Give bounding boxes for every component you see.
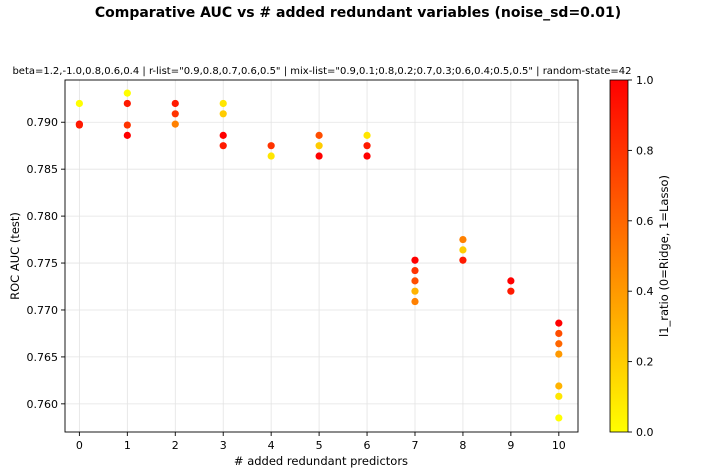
data-point [219,110,227,118]
data-point [555,329,563,338]
colorbar-tick-label: 1.0 [636,74,654,87]
data-point [75,121,83,129]
colorbar-tick-label: 0.4 [636,285,654,298]
data-point [171,99,179,108]
data-point [315,131,323,139]
x-axis: 0 1 2 3 4 5 6 7 8 9 10 [76,432,566,452]
data-point [315,142,323,150]
data-point [507,287,515,295]
colorbar-tick-label: 0.6 [636,215,654,228]
data-point [363,152,371,160]
x-tick-label: 0 [76,439,83,452]
y-tick-label: 0.765 [27,351,59,364]
y-tick-label: 0.775 [27,257,59,270]
y-axis-label: ROC AUC (test) [8,212,22,300]
data-point [75,99,83,108]
x-tick-label: 2 [172,439,179,452]
x-tick-label: 4 [268,439,275,452]
colorbar-tick-label: 0.2 [636,356,654,369]
data-point [411,297,419,306]
data-point [555,340,563,348]
data-point [555,414,563,422]
data-point [315,152,323,160]
y-tick-label: 0.790 [27,116,59,129]
data-point [363,142,371,150]
colorbar-tick-label: 0.8 [636,144,654,157]
data-point [411,266,419,275]
colorbar-label: l1_ratio (0=Ridge, 1=Lasso) [657,175,671,337]
y-tick-label: 0.760 [27,398,59,411]
x-tick-label: 10 [552,439,566,452]
data-point [123,131,131,139]
x-tick-label: 8 [459,439,466,452]
y-axis: 0.760 0.765 0.770 0.775 0.780 0.785 0.790 [27,116,65,411]
colorbar-tick-label: 0.0 [636,426,654,439]
x-tick-label: 5 [316,439,323,452]
x-axis-label: # added redundant predictors [234,454,408,468]
data-point [411,277,419,285]
data-point [411,287,419,295]
colorbar [609,79,629,433]
data-point [219,142,227,150]
data-point [219,131,227,139]
x-tick-label: 9 [507,439,514,452]
data-point [123,89,131,97]
data-point [267,152,275,160]
y-tick-label: 0.770 [27,304,59,317]
data-point [267,142,275,150]
data-point [555,392,563,400]
colorbar-ticks: 0.0 0.2 0.4 0.6 0.8 1.0 [628,74,654,439]
data-point [171,110,179,118]
data-point [555,350,563,358]
data-point [123,99,131,108]
points [75,89,563,422]
data-point [171,120,179,128]
y-tick-label: 0.785 [27,163,59,176]
x-tick-label: 1 [124,439,131,452]
plot-frame [64,79,579,433]
data-point [123,121,131,129]
data-point [411,256,419,264]
chart-title: Comparative AUC vs # added redundant var… [95,5,621,21]
data-point [459,246,467,254]
data-point [555,319,563,327]
x-tick-label: 6 [364,439,371,452]
y-tick-label: 0.780 [27,210,59,223]
chart-subtitle: beta=1.2,-1.0,0.8,0.6,0.4 | r-list="0.9,… [12,66,631,77]
data-point [507,277,515,285]
x-tick-label: 3 [220,439,227,452]
data-point [363,131,371,139]
data-point [219,99,227,108]
x-tick-label: 7 [411,439,418,452]
data-point [555,382,563,390]
data-point [459,256,467,264]
data-point [459,235,467,244]
